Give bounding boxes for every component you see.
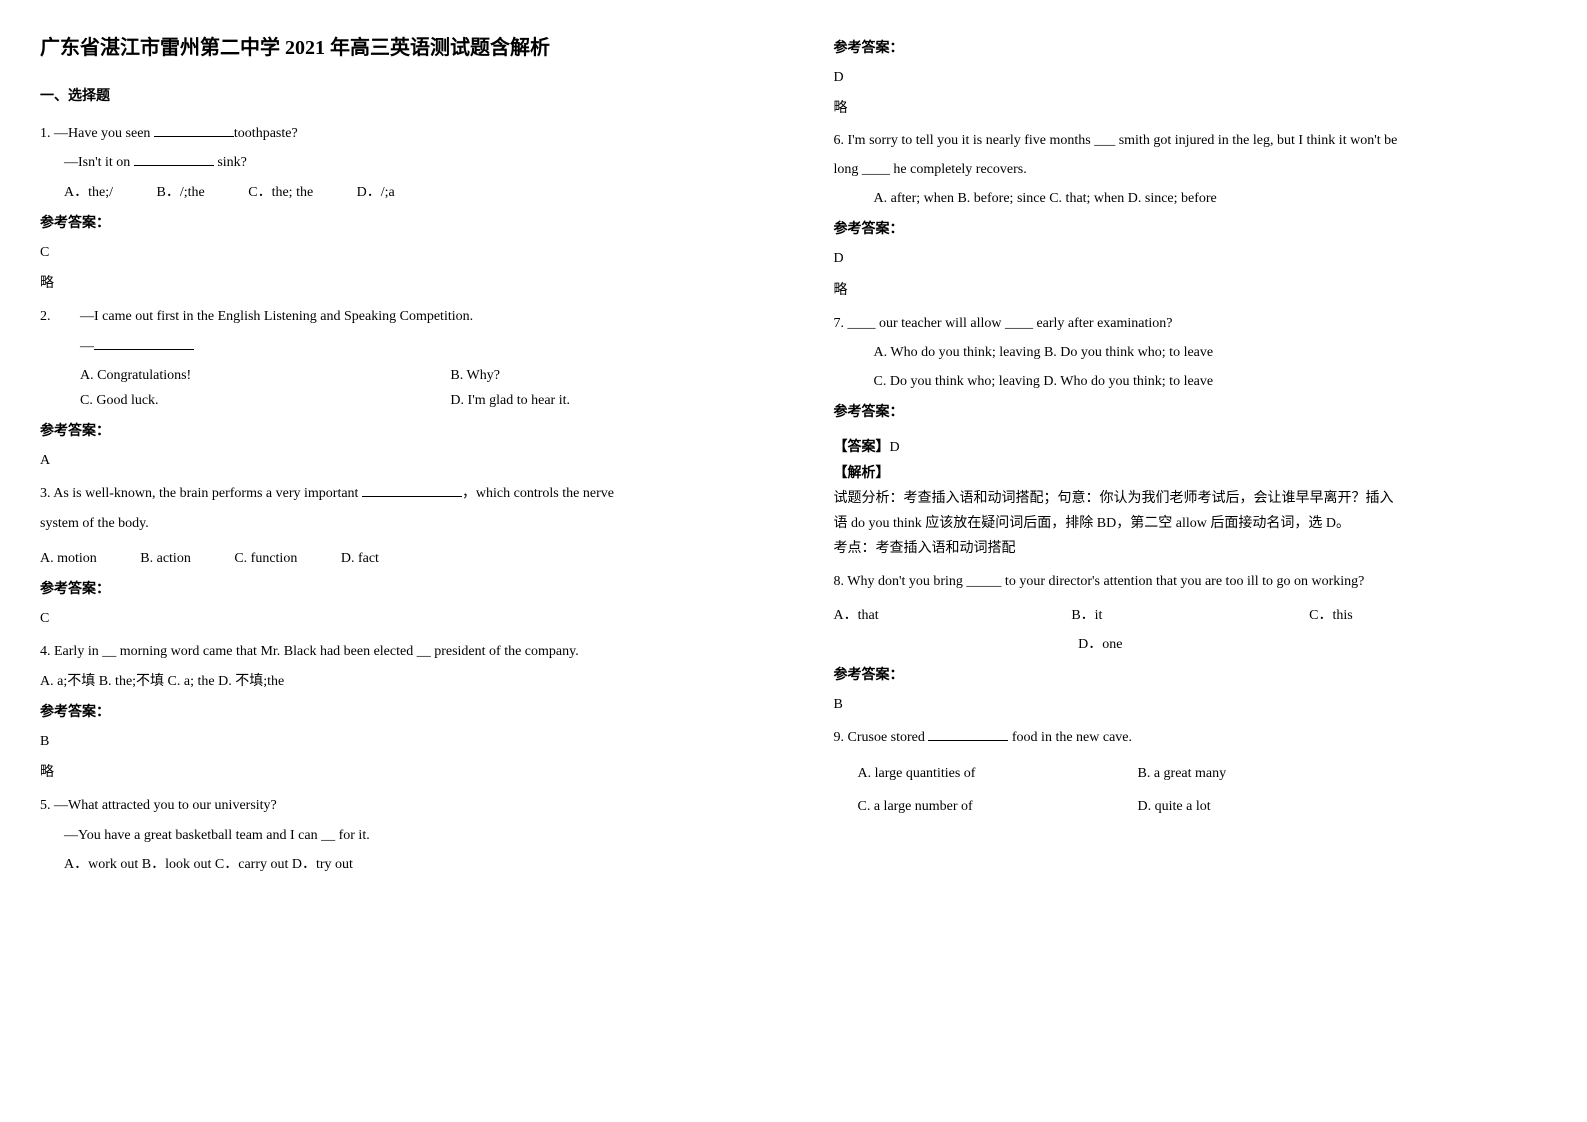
blank bbox=[134, 152, 214, 166]
q5-line1: 5. —What attracted you to our university… bbox=[40, 793, 754, 818]
q2-line1: 2.—I came out first in the English Liste… bbox=[40, 304, 754, 329]
q3-line2: system of the body. bbox=[40, 511, 754, 536]
q6-line2: long ____ he completely recovers. bbox=[834, 157, 1548, 182]
q9-line1: 9. Crusoe stored food in the new cave. bbox=[834, 725, 1548, 750]
question-5: 5. —What attracted you to our university… bbox=[40, 793, 754, 877]
option-c: C. Good luck. bbox=[80, 388, 450, 413]
option-d: D. fact bbox=[341, 551, 379, 566]
skip: 略 bbox=[834, 96, 1548, 121]
question-2: 2.—I came out first in the English Liste… bbox=[40, 304, 754, 473]
q8-options-row1: A．that B．it C．this bbox=[834, 603, 1548, 628]
option-c: C．the; the bbox=[248, 185, 313, 200]
q1-answer: C bbox=[40, 240, 754, 265]
skip: 略 bbox=[834, 278, 1548, 303]
question-9: 9. Crusoe stored food in the new cave. A… bbox=[834, 725, 1548, 819]
q3-options: A. motion B. action C. function D. fact bbox=[40, 546, 754, 571]
q8-line1: 8. Why don't you bring _____ to your dir… bbox=[834, 569, 1548, 594]
option-c: C. function bbox=[234, 551, 297, 566]
analysis-line1: 试题分析：考查插入语和动词搭配；句意：你认为我们老师考试后，会让谁早早离开？插入 bbox=[834, 486, 1548, 511]
option-a: A．that bbox=[834, 603, 1072, 628]
question-1: 1. —Have you seen toothpaste? —Isn't it … bbox=[40, 121, 754, 296]
q5-answer: D bbox=[834, 65, 1548, 90]
option-c: C. a large number of bbox=[858, 794, 1078, 819]
analysis-answer-line: 【答案】D bbox=[834, 435, 1548, 460]
option-a: A. Congratulations! bbox=[80, 363, 450, 388]
analysis-answer-label: 【答案】 bbox=[834, 440, 890, 455]
answer-label: 参考答案： bbox=[834, 400, 1548, 425]
option-d: D. I'm glad to hear it. bbox=[450, 388, 753, 413]
blank bbox=[94, 336, 194, 350]
option-d: D. quite a lot bbox=[1138, 794, 1211, 819]
question-3: 3. As is well-known, the brain performs … bbox=[40, 481, 754, 631]
question-8: 8. Why don't you bring _____ to your dir… bbox=[834, 569, 1548, 717]
q9-options-row1: A. large quantities of B. a great many bbox=[834, 761, 1548, 786]
q9-options-row2: C. a large number of D. quite a lot bbox=[834, 794, 1548, 819]
page-title: 广东省湛江市雷州第二中学 2021 年高三英语测试题含解析 bbox=[40, 30, 754, 66]
q6-answer: D bbox=[834, 246, 1548, 271]
question-7: 7. ____ our teacher will allow ____ earl… bbox=[834, 311, 1548, 562]
option-b: B．it bbox=[1071, 603, 1309, 628]
right-column: 参考答案： D 略 6. I'm sorry to tell you it is… bbox=[794, 0, 1587, 1122]
q6-options: A. after; when B. before; since C. that;… bbox=[834, 186, 1548, 211]
q2-options-row2: C. Good luck. D. I'm glad to hear it. bbox=[40, 388, 754, 413]
q1-line2: —Isn't it on sink? bbox=[40, 150, 754, 175]
option-a: A. motion bbox=[40, 551, 97, 566]
q8-options-row2: D．one bbox=[834, 632, 1548, 657]
q7-options-b: C. Do you think who; leaving D. Who do y… bbox=[834, 369, 1548, 394]
q3-line1: 3. As is well-known, the brain performs … bbox=[40, 481, 754, 506]
option-b: B. a great many bbox=[1138, 761, 1227, 786]
q7-line1: 7. ____ our teacher will allow ____ earl… bbox=[834, 311, 1548, 336]
option-b: B. Why? bbox=[450, 363, 753, 388]
analysis-line2: 语 do you think 应该放在疑问词后面，排除 BD，第二空 allow… bbox=[834, 511, 1548, 536]
option-d: D．/;a bbox=[357, 185, 395, 200]
blank bbox=[362, 483, 462, 497]
analysis-box: 【答案】D 【解析】 试题分析：考查插入语和动词搭配；句意：你认为我们老师考试后… bbox=[834, 435, 1548, 561]
q6-line1: 6. I'm sorry to tell you it is nearly fi… bbox=[834, 128, 1548, 153]
blank bbox=[928, 727, 1008, 741]
blank bbox=[154, 123, 234, 137]
q1-line1: 1. —Have you seen toothpaste? bbox=[40, 121, 754, 146]
option-c: C．this bbox=[1309, 603, 1547, 628]
skip: 略 bbox=[40, 760, 754, 785]
question-6: 6. I'm sorry to tell you it is nearly fi… bbox=[834, 128, 1548, 303]
answer-label: 参考答案： bbox=[40, 419, 754, 444]
q7-options-a: A. Who do you think; leaving B. Do you t… bbox=[834, 340, 1548, 365]
q2-dash: — bbox=[40, 334, 754, 359]
skip: 略 bbox=[40, 271, 754, 296]
q8-answer: B bbox=[834, 692, 1548, 717]
option-a: A．the;/ bbox=[64, 185, 113, 200]
q5-options: A．work out B．look out C．carry out D．try … bbox=[40, 852, 754, 877]
answer-label: 参考答案： bbox=[834, 36, 1548, 61]
option-a: A. large quantities of bbox=[858, 761, 1078, 786]
answer-label: 参考答案： bbox=[40, 700, 754, 725]
section-heading: 一、选择题 bbox=[40, 84, 754, 109]
q4-line1: 4. Early in __ morning word came that Mr… bbox=[40, 639, 754, 664]
q2-answer: A bbox=[40, 448, 754, 473]
answer-label: 参考答案： bbox=[40, 577, 754, 602]
answer-label: 参考答案： bbox=[40, 211, 754, 236]
option-d: D．one bbox=[1078, 637, 1122, 652]
analysis-explain-label: 【解析】 bbox=[834, 461, 1548, 486]
analysis-answer-val: D bbox=[890, 440, 900, 455]
q2-options-row1: A. Congratulations! B. Why? bbox=[40, 363, 754, 388]
question-4: 4. Early in __ morning word came that Mr… bbox=[40, 639, 754, 785]
option-b: B．/;the bbox=[157, 185, 205, 200]
q3-answer: C bbox=[40, 606, 754, 631]
left-column: 广东省湛江市雷州第二中学 2021 年高三英语测试题含解析 一、选择题 1. —… bbox=[0, 0, 794, 1122]
option-b: B. action bbox=[140, 551, 191, 566]
q1-options: A．the;/ B．/;the C．the; the D．/;a bbox=[40, 180, 754, 205]
analysis-line3: 考点：考查插入语和动词搭配 bbox=[834, 536, 1548, 561]
answer-label: 参考答案： bbox=[834, 217, 1548, 242]
q4-answer: B bbox=[40, 729, 754, 754]
answer-label: 参考答案： bbox=[834, 663, 1548, 688]
q5-line2: —You have a great basketball team and I … bbox=[40, 823, 754, 848]
q4-options: A. a;不填 B. the;不填 C. a; the D. 不填;the bbox=[40, 669, 754, 694]
